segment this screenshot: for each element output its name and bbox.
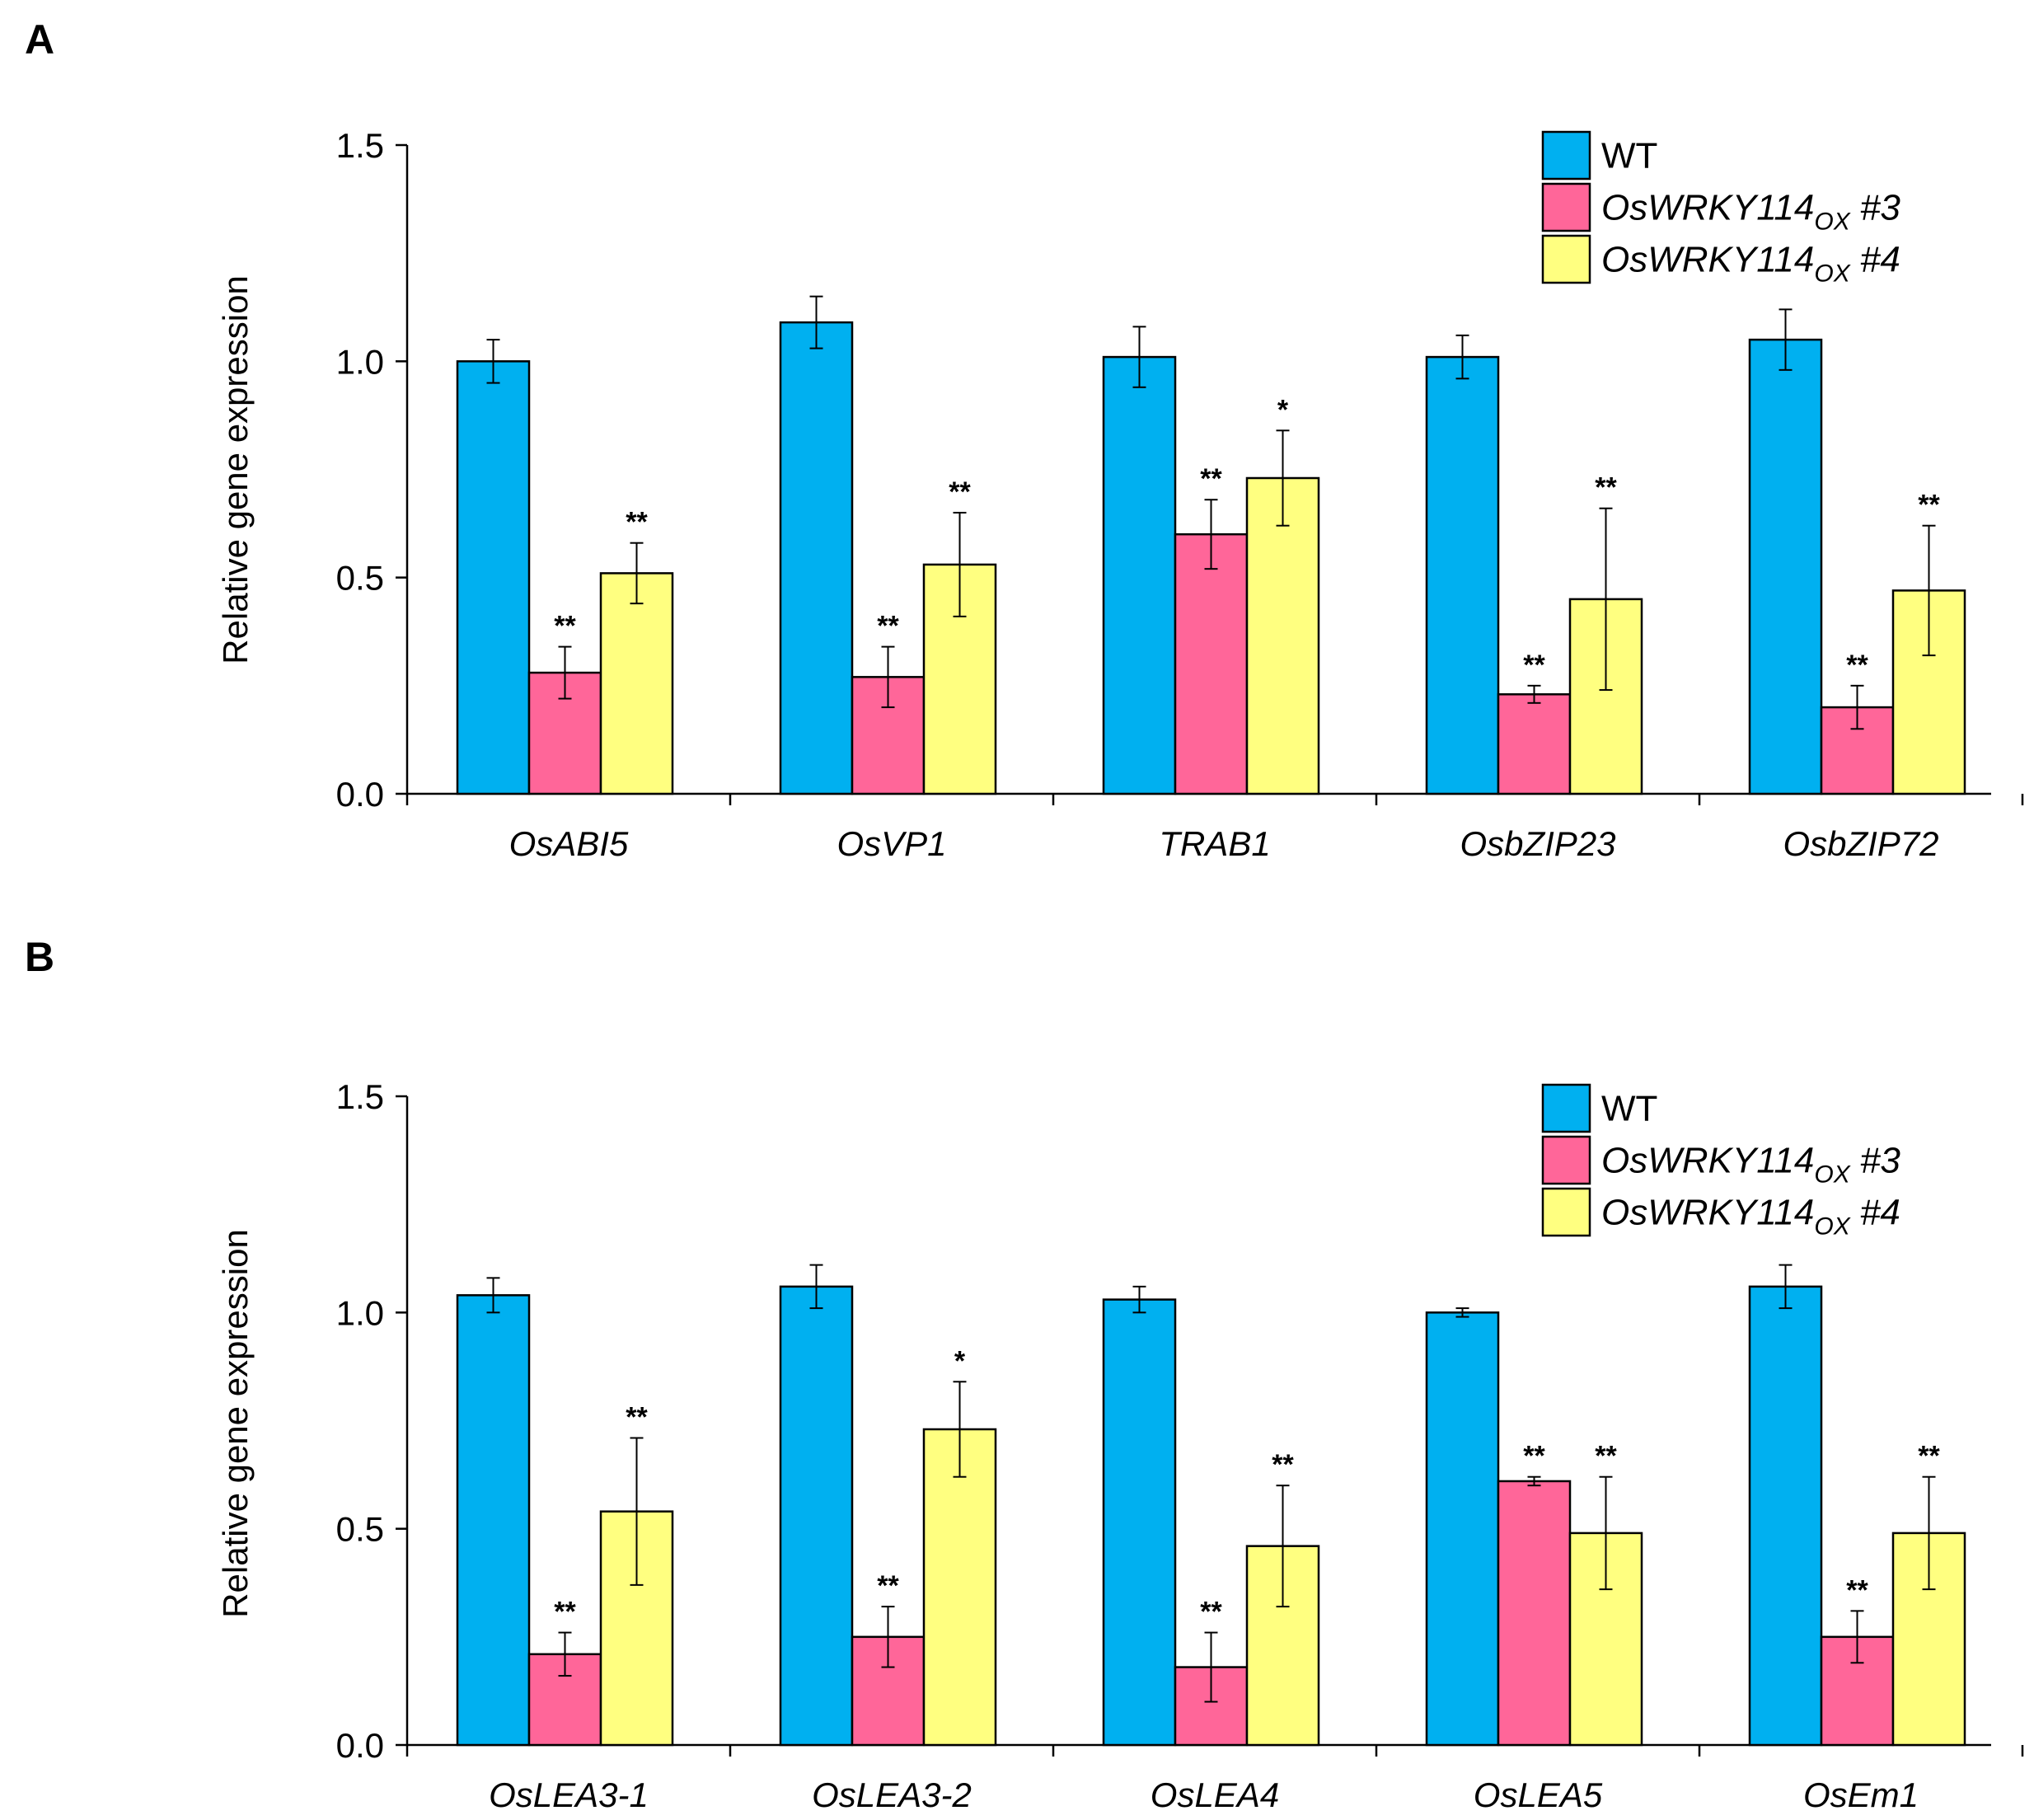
y-tick-label: 0.0: [336, 1726, 384, 1765]
bar: [456, 1294, 531, 1747]
legend-swatch: [1541, 1135, 1591, 1185]
significance-label: **: [1272, 1449, 1294, 1480]
bar: [1102, 1298, 1177, 1747]
significance-label: **: [1846, 650, 1868, 681]
bar: [456, 360, 531, 795]
y-axis-label: Relative gene expression: [216, 275, 255, 664]
bar: [779, 1285, 854, 1747]
y-tick-label: 0.0: [336, 775, 384, 814]
y-tick-label: 0.5: [336, 559, 384, 598]
legend-label-wt: WT: [1601, 136, 1657, 176]
bar: [1425, 1311, 1500, 1747]
bar: [1748, 338, 1823, 795]
bar: [1245, 476, 1320, 795]
significance-label: **: [1595, 472, 1617, 504]
significance-label: **: [1200, 1597, 1222, 1628]
bar: [1174, 532, 1249, 795]
bar: [1174, 1666, 1249, 1747]
legend-swatch: [1541, 1083, 1591, 1133]
x-tick-label: OsEm1: [1803, 1775, 1919, 1814]
x-tick-label: OsbZIP23: [1460, 824, 1615, 863]
y-tick-label: 0.5: [336, 1510, 384, 1549]
bar: [1497, 1480, 1572, 1747]
x-tick-label: OsLEA4: [1151, 1775, 1279, 1814]
significance-label: *: [954, 1345, 966, 1377]
panel-letter: B: [25, 934, 54, 980]
legend-swatch: [1541, 130, 1591, 181]
bar: [1497, 693, 1572, 795]
significance-label: **: [1918, 490, 1940, 521]
significance-label: **: [554, 611, 576, 642]
legend-swatch: [1541, 1187, 1591, 1237]
y-tick-label: 1.5: [336, 1077, 384, 1116]
significance-label: **: [1846, 1574, 1868, 1606]
y-tick-label: 1.0: [336, 342, 384, 381]
x-tick-label: OsLEA3-2: [812, 1775, 972, 1814]
x-tick-label: OsLEA3-1: [489, 1775, 649, 1814]
bar: [1425, 355, 1500, 795]
y-axis-label: Relative gene expression: [216, 1229, 255, 1618]
significance-label: **: [877, 1570, 899, 1602]
legend-label-ox: OsWRKY114OX #4: [1601, 240, 1900, 288]
significance-label: **: [1595, 1441, 1617, 1472]
significance-label: **: [554, 1597, 576, 1628]
significance-label: **: [1918, 1441, 1940, 1472]
legend-label-ox: OsWRKY114OX #3: [1601, 188, 1900, 236]
legend-label-ox: OsWRKY114OX #3: [1601, 1141, 1900, 1189]
significance-label: **: [1523, 1441, 1545, 1472]
y-tick-label: 1.5: [336, 126, 384, 165]
significance-label: **: [626, 507, 648, 538]
x-tick-label: TRAB1: [1159, 824, 1270, 863]
significance-label: **: [626, 1401, 648, 1433]
bar: [1102, 355, 1177, 795]
legend-swatch: [1541, 234, 1591, 284]
bar: [599, 572, 674, 795]
x-tick-label: OsLEA5: [1474, 1775, 1603, 1814]
x-tick-label: OsbZIP72: [1783, 824, 1938, 863]
legend-label-ox: OsWRKY114OX #4: [1601, 1193, 1900, 1241]
x-tick-label: OsABI5: [509, 824, 629, 863]
significance-label: **: [949, 476, 971, 508]
bar: [922, 1428, 997, 1747]
significance-label: **: [877, 611, 899, 642]
significance-label: **: [1200, 463, 1222, 495]
legend-swatch: [1541, 182, 1591, 232]
y-tick-label: 1.0: [336, 1293, 384, 1332]
bar: [779, 321, 854, 795]
panel-letter: A: [25, 16, 54, 63]
x-tick-label: OsVP1: [837, 824, 946, 863]
significance-label: *: [1277, 394, 1289, 425]
bar: [1748, 1285, 1823, 1747]
legend-label-wt: WT: [1601, 1089, 1657, 1129]
significance-label: **: [1523, 650, 1545, 681]
